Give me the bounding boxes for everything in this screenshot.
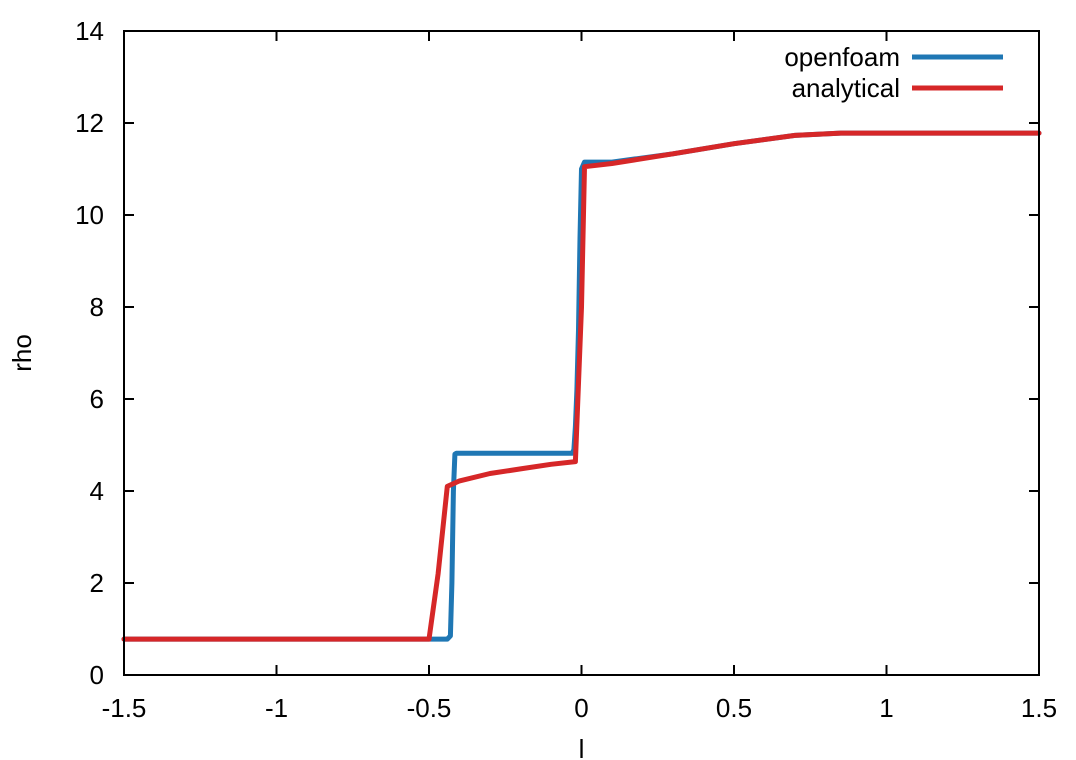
x-tick-label: 1 bbox=[879, 693, 893, 723]
x-tick-label: 1.5 bbox=[1021, 693, 1057, 723]
y-tick-label: 4 bbox=[90, 476, 104, 506]
y-tick-label: 6 bbox=[90, 384, 104, 414]
series-line-analytical bbox=[121, 130, 1042, 642]
axis-tick-labels: -1.5 -1 -0.5 0 0.5 1 1.5 0 2 4 6 8 10 12 14 bbox=[75, 16, 1057, 723]
legend-label-analytical: analytical bbox=[792, 73, 900, 103]
y-tick-label: 2 bbox=[90, 568, 104, 598]
y-axis-label: rho bbox=[7, 334, 37, 372]
x-tick-label: -1.5 bbox=[102, 693, 147, 723]
plot-lines bbox=[121, 130, 1042, 642]
x-tick-label: -1 bbox=[265, 693, 288, 723]
x-tick-label: 0 bbox=[574, 693, 588, 723]
y-tick-label: 12 bbox=[75, 108, 104, 138]
y-tick-label: 14 bbox=[75, 16, 104, 46]
y-tick-label: 10 bbox=[75, 200, 104, 230]
x-axis-label: l bbox=[579, 734, 585, 760]
x-tick-label: 0.5 bbox=[716, 693, 752, 723]
y-tick-label: 0 bbox=[90, 660, 104, 690]
y-tick-label: 8 bbox=[90, 292, 104, 322]
axis-ticks bbox=[123, 30, 1040, 676]
legend-label-openfoam: openfoam bbox=[784, 42, 900, 72]
x-tick-label: -0.5 bbox=[407, 693, 452, 723]
